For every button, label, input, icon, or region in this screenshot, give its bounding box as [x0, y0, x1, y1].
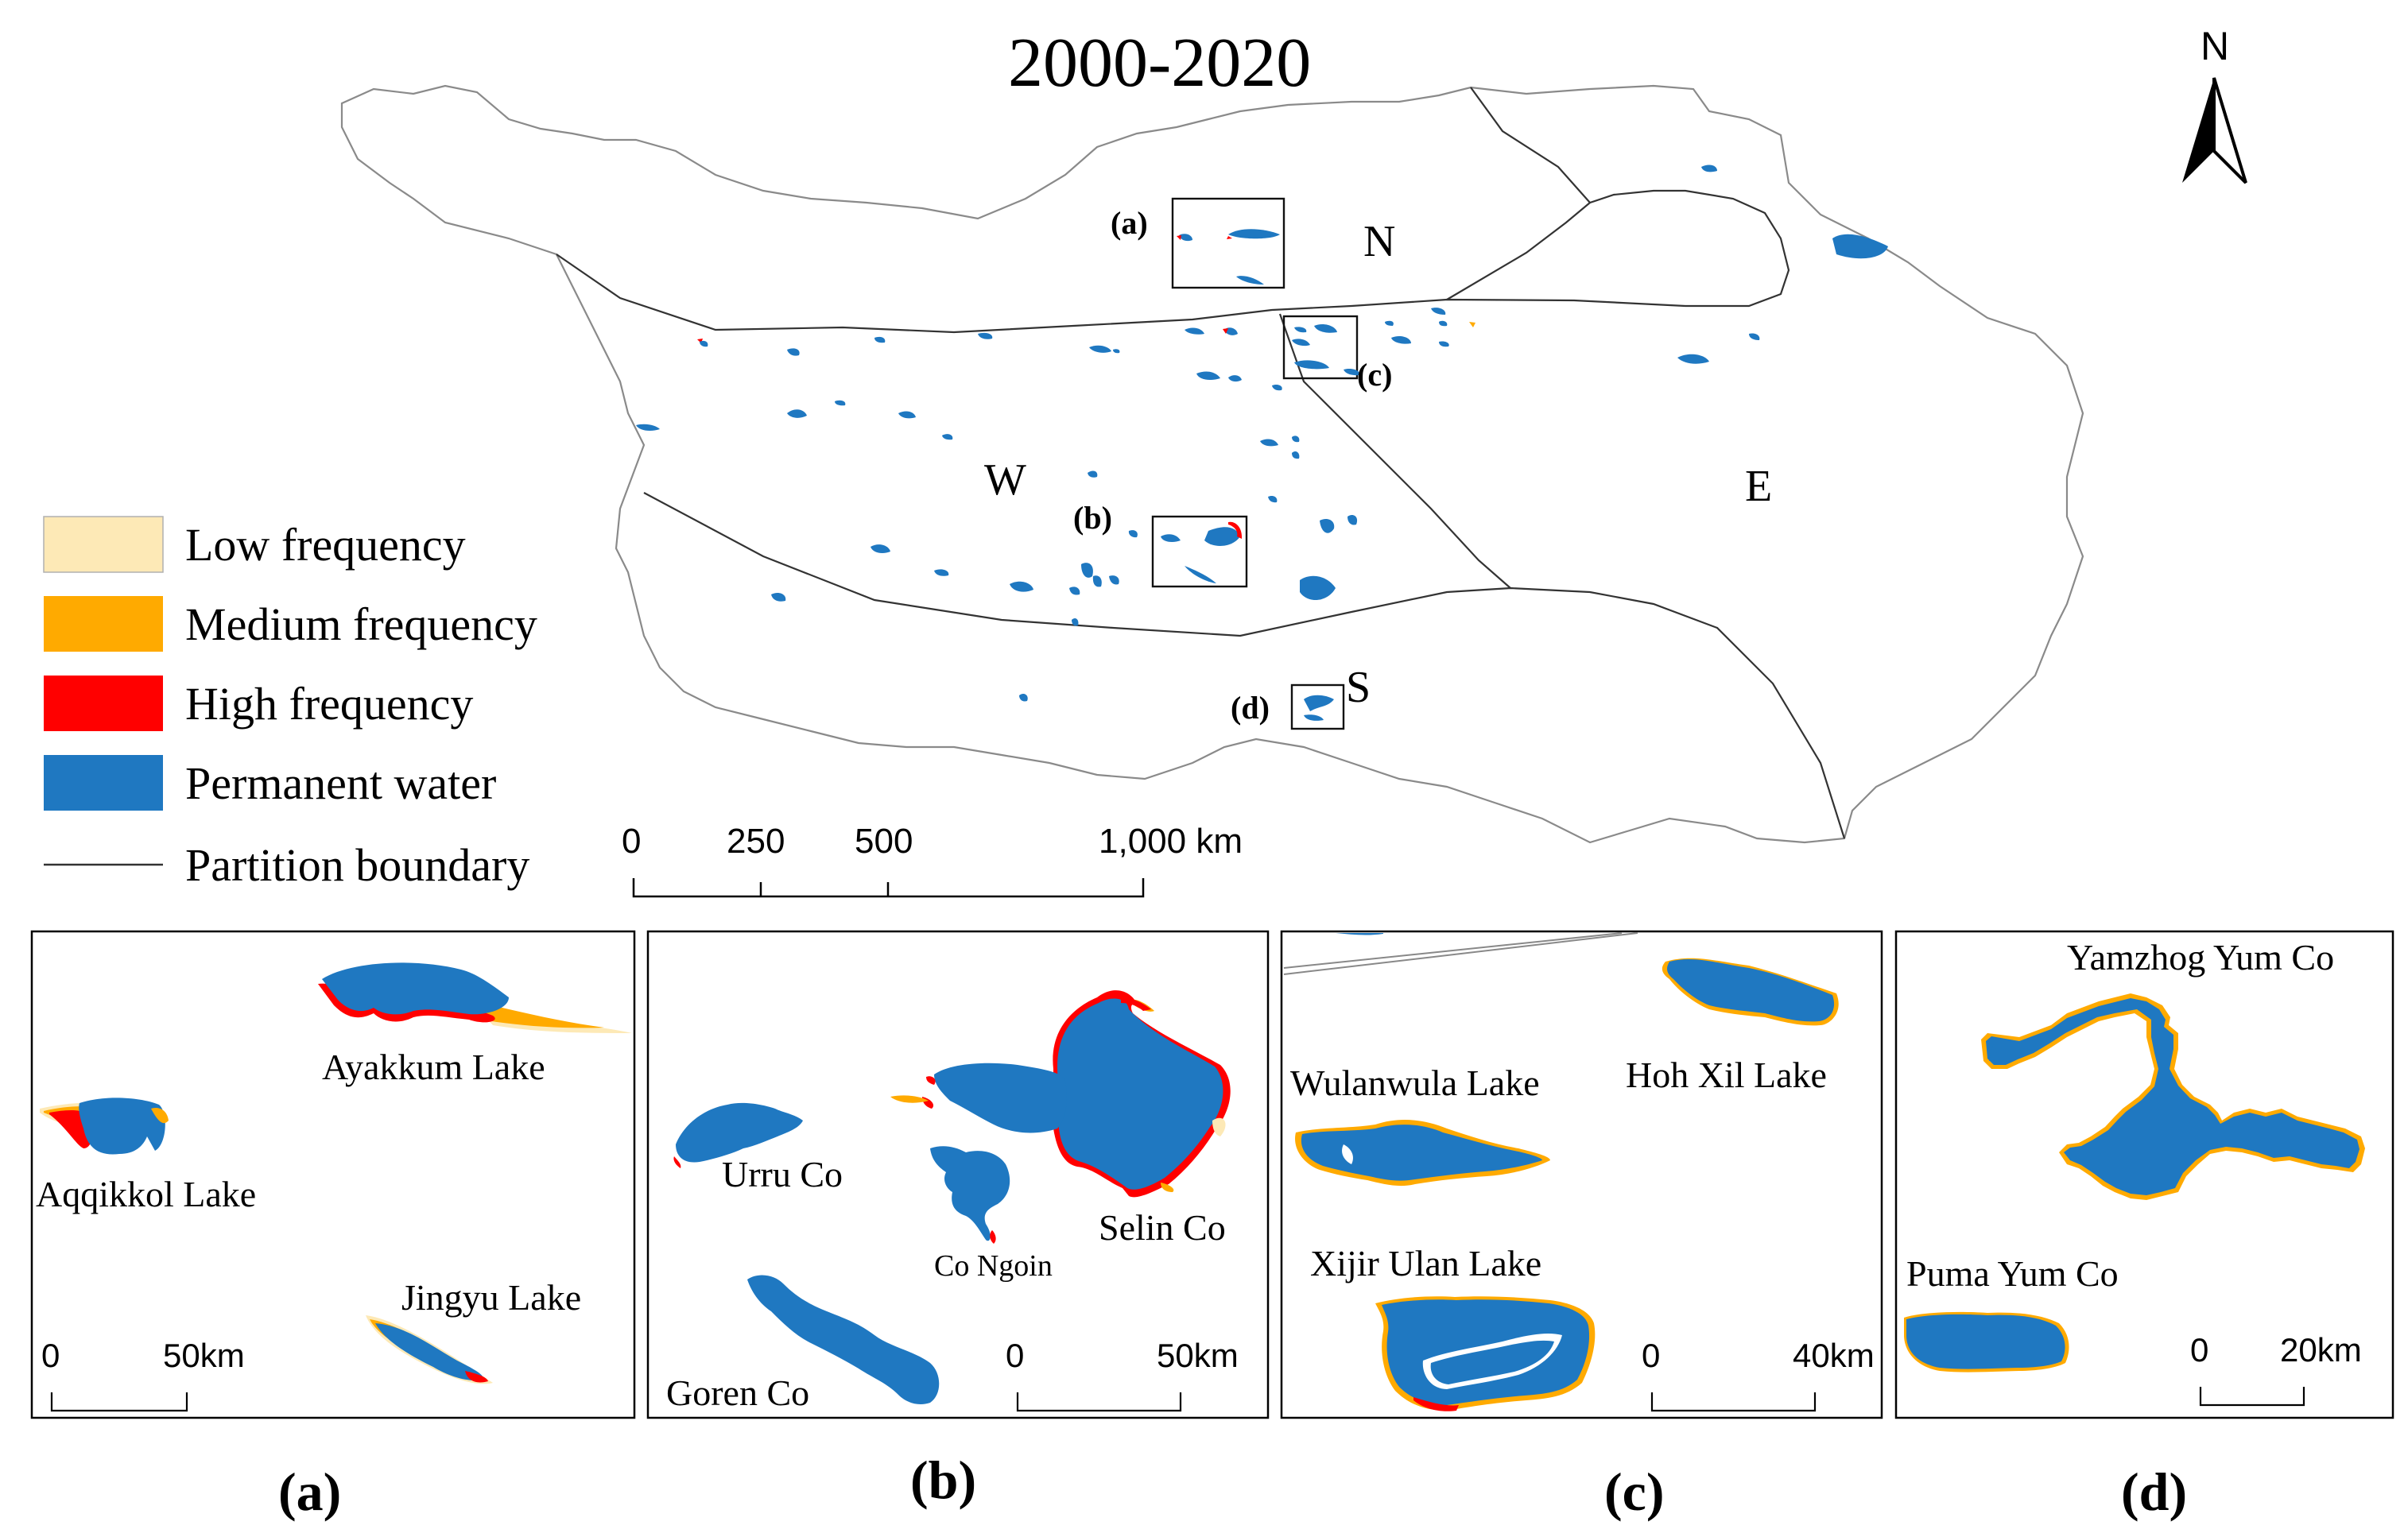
- inset-label-d: (d): [1231, 690, 1270, 726]
- panel-b-caption: (b): [910, 1450, 976, 1510]
- plateau-outline: [340, 84, 2084, 844]
- panel-b-scale-start: 0: [1006, 1337, 1024, 1374]
- region-label-east: E: [1745, 462, 1772, 511]
- panel-d-frame: [1894, 930, 2394, 1419]
- legend-swatch-low: [43, 516, 164, 573]
- legend-label-high: High frequency: [185, 678, 473, 730]
- main-map: N W E S (a) (b) (c) (d) 2000-2020 N 0 25…: [340, 24, 2247, 898]
- panel-c-scale-end: 40km: [1793, 1337, 1875, 1374]
- inset-label-b: (b): [1073, 500, 1112, 536]
- lake-label-xijir-ulan: Xijir Ulan Lake: [1310, 1243, 1541, 1283]
- panel-a-scale-start: 0: [41, 1337, 60, 1374]
- legend-label-medium: Medium frequency: [185, 598, 537, 650]
- panel-d-scale-start: 0: [2190, 1331, 2208, 1369]
- north-arrow-icon: N: [2182, 24, 2247, 184]
- panel-c: Wulanwula Lake Hoh Xil Lake Xijir Ulan L…: [1280, 930, 1883, 1522]
- main-map-lakes: [636, 165, 1888, 721]
- panel-c-scale-start: 0: [1642, 1337, 1660, 1374]
- legend-label-low: Low frequency: [185, 519, 466, 571]
- scalebar-tick-250: 250: [727, 822, 785, 861]
- panel-b-scale-end: 50km: [1157, 1337, 1239, 1374]
- lake-label-selin-co: Selin Co: [1099, 1207, 1226, 1248]
- scalebar-tick-500: 500: [855, 822, 913, 861]
- inset-box-b: [1151, 515, 1248, 588]
- legend-swatch-permanent: [44, 755, 163, 811]
- main-scalebar: 0 250 500 1,000 km: [622, 822, 1243, 898]
- lake-label-puma-yum-co: Puma Yum Co: [1906, 1253, 2119, 1294]
- partition-line-ne: [1446, 87, 1592, 300]
- inset-box-d: [1290, 683, 1345, 730]
- legend: Low frequency Medium frequency High freq…: [43, 516, 537, 891]
- panel-a-frame: [30, 930, 636, 1419]
- lake-label-wulanwula: Wulanwula Lake: [1290, 1063, 1540, 1103]
- north-arrow-label: N: [2201, 24, 2229, 68]
- panel-d: Yamzhog Yum Co Puma Yum Co 0 20km (d): [1894, 930, 2394, 1522]
- region-label-west: W: [984, 455, 1026, 505]
- partition-line-north: [556, 189, 1790, 334]
- partition-line-south: [643, 492, 1846, 839]
- inset-label-c: (c): [1357, 357, 1392, 393]
- lake-label-co-ngoin: Co Ngoin: [934, 1249, 1053, 1283]
- panel-c-frame: [1280, 930, 1883, 1419]
- map-title: 2000-2020: [1008, 25, 1311, 102]
- lake-label-ayakkum: Ayakkum Lake: [322, 1047, 545, 1087]
- lake-label-urru-co: Urru Co: [722, 1154, 843, 1194]
- lake-label-jingyu: Jingyu Lake: [401, 1277, 581, 1318]
- panel-a: Ayakkum Lake Aqqikkol Lake Jingyu Lake 0…: [30, 930, 636, 1522]
- region-label-south: S: [1346, 663, 1371, 712]
- scalebar-tick-1000: 1,000 km: [1099, 822, 1243, 861]
- panel-c-caption: (c): [1604, 1462, 1664, 1522]
- partition-line-east: [1278, 313, 1511, 589]
- lake-label-hoh-xil: Hoh Xil Lake: [1626, 1055, 1827, 1095]
- panel-b-frame: [646, 930, 1270, 1419]
- region-label-north: N: [1363, 217, 1395, 266]
- panel-b: Urru Co Co Ngoin Selin Co Goren Co 0 50k…: [646, 930, 1270, 1510]
- inset-box-a: [1171, 197, 1285, 289]
- lake-label-goren-co: Goren Co: [666, 1372, 809, 1413]
- legend-label-partition: Partition boundary: [185, 839, 529, 891]
- panel-a-caption: (a): [278, 1462, 341, 1522]
- inset-label-a: (a): [1111, 205, 1148, 241]
- panel-d-caption: (d): [2121, 1462, 2187, 1522]
- scalebar-tick-0: 0: [622, 822, 641, 861]
- panel-a-scale-end: 50km: [163, 1337, 245, 1374]
- lake-label-yamzhog-yum-co: Yamzhog Yum Co: [2067, 937, 2334, 978]
- panel-d-scale-end: 20km: [2280, 1331, 2362, 1369]
- inset-box-c: [1282, 315, 1359, 380]
- legend-label-permanent: Permanent water: [185, 757, 496, 809]
- legend-swatch-medium: [44, 596, 163, 652]
- legend-swatch-high: [44, 676, 163, 731]
- lake-label-aqqikkol: Aqqikkol Lake: [36, 1174, 256, 1214]
